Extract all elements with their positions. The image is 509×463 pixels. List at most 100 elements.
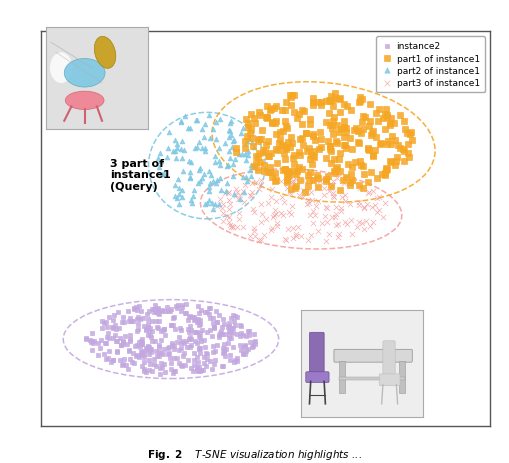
instance2 — [126, 355, 134, 363]
instance2 — [174, 334, 182, 341]
part1 of instance1 — [263, 169, 271, 176]
part1 of instance1 — [403, 141, 411, 148]
part1 of instance1 — [380, 172, 388, 180]
part1 of instance1 — [309, 148, 318, 156]
part1 of instance1 — [334, 129, 343, 136]
part3 of instance1 — [255, 237, 263, 244]
instance2 — [160, 346, 168, 353]
instance2 — [150, 361, 158, 368]
instance2 — [128, 358, 136, 366]
instance2 — [229, 330, 237, 337]
part3 of instance1 — [295, 192, 303, 200]
part1 of instance1 — [310, 137, 318, 144]
instance2 — [142, 311, 150, 318]
part1 of instance1 — [406, 129, 414, 137]
FancyBboxPatch shape — [338, 377, 404, 381]
part1 of instance1 — [374, 106, 382, 113]
part1 of instance1 — [357, 119, 365, 126]
part2 of instance1 — [199, 171, 207, 178]
part1 of instance1 — [324, 97, 332, 105]
part1 of instance1 — [400, 126, 408, 133]
part2 of instance1 — [197, 126, 206, 133]
instance2 — [203, 356, 211, 363]
FancyBboxPatch shape — [398, 361, 404, 393]
instance2 — [187, 342, 195, 350]
part2 of instance1 — [229, 138, 237, 145]
part2 of instance1 — [247, 139, 255, 146]
instance2 — [248, 342, 256, 350]
part1 of instance1 — [254, 166, 262, 174]
instance2 — [228, 325, 236, 332]
part2 of instance1 — [204, 184, 212, 191]
part3 of instance1 — [322, 238, 330, 246]
part3 of instance1 — [310, 212, 319, 219]
instance2 — [231, 322, 239, 329]
part1 of instance1 — [331, 90, 339, 98]
instance2 — [191, 338, 199, 345]
instance2 — [224, 334, 233, 342]
part1 of instance1 — [286, 186, 294, 193]
part3 of instance1 — [213, 203, 221, 211]
part1 of instance1 — [382, 166, 390, 173]
instance2 — [152, 308, 160, 316]
part2 of instance1 — [238, 125, 246, 132]
instance2 — [210, 361, 218, 368]
instance2 — [144, 320, 152, 328]
part2 of instance1 — [159, 170, 167, 178]
instance2 — [119, 356, 127, 363]
part1 of instance1 — [336, 126, 344, 133]
instance2 — [146, 345, 154, 353]
instance2 — [130, 359, 138, 367]
part3 of instance1 — [328, 213, 336, 221]
instance2 — [155, 344, 163, 351]
part1 of instance1 — [360, 170, 368, 178]
part2 of instance1 — [186, 175, 194, 182]
part1 of instance1 — [325, 143, 333, 150]
part1 of instance1 — [306, 152, 314, 159]
part2 of instance1 — [190, 187, 198, 194]
instance2 — [138, 340, 146, 348]
part3 of instance1 — [361, 218, 369, 225]
part2 of instance1 — [176, 119, 184, 126]
part3 of instance1 — [225, 214, 233, 221]
instance2 — [144, 343, 152, 350]
instance2 — [133, 321, 142, 328]
part2 of instance1 — [172, 155, 180, 162]
instance2 — [123, 341, 131, 348]
instance2 — [164, 343, 173, 350]
part3 of instance1 — [288, 179, 296, 187]
part1 of instance1 — [279, 142, 287, 149]
instance2 — [120, 319, 128, 326]
part3 of instance1 — [257, 237, 265, 244]
part1 of instance1 — [267, 174, 275, 181]
part1 of instance1 — [321, 175, 329, 183]
instance2 — [103, 354, 111, 362]
part2 of instance1 — [177, 118, 185, 125]
part3 of instance1 — [355, 202, 363, 209]
instance2 — [208, 333, 216, 340]
instance2 — [192, 367, 200, 374]
part2 of instance1 — [200, 121, 208, 128]
instance2 — [183, 343, 191, 350]
part1 of instance1 — [291, 171, 299, 178]
part1 of instance1 — [325, 98, 333, 105]
part3 of instance1 — [276, 178, 285, 186]
part1 of instance1 — [243, 120, 251, 128]
instance2 — [145, 356, 153, 363]
part1 of instance1 — [290, 152, 298, 160]
part2 of instance1 — [206, 172, 214, 179]
part1 of instance1 — [326, 182, 334, 190]
part1 of instance1 — [277, 106, 285, 114]
instance2 — [241, 332, 249, 340]
instance2 — [227, 315, 235, 322]
part1 of instance1 — [313, 184, 321, 192]
instance2 — [194, 332, 203, 339]
instance2 — [139, 350, 148, 357]
part2 of instance1 — [174, 185, 182, 192]
part1 of instance1 — [246, 130, 254, 137]
part3 of instance1 — [235, 192, 243, 199]
part3 of instance1 — [222, 213, 230, 220]
part2 of instance1 — [211, 153, 219, 161]
instance2 — [171, 325, 179, 333]
instance2 — [208, 349, 216, 357]
